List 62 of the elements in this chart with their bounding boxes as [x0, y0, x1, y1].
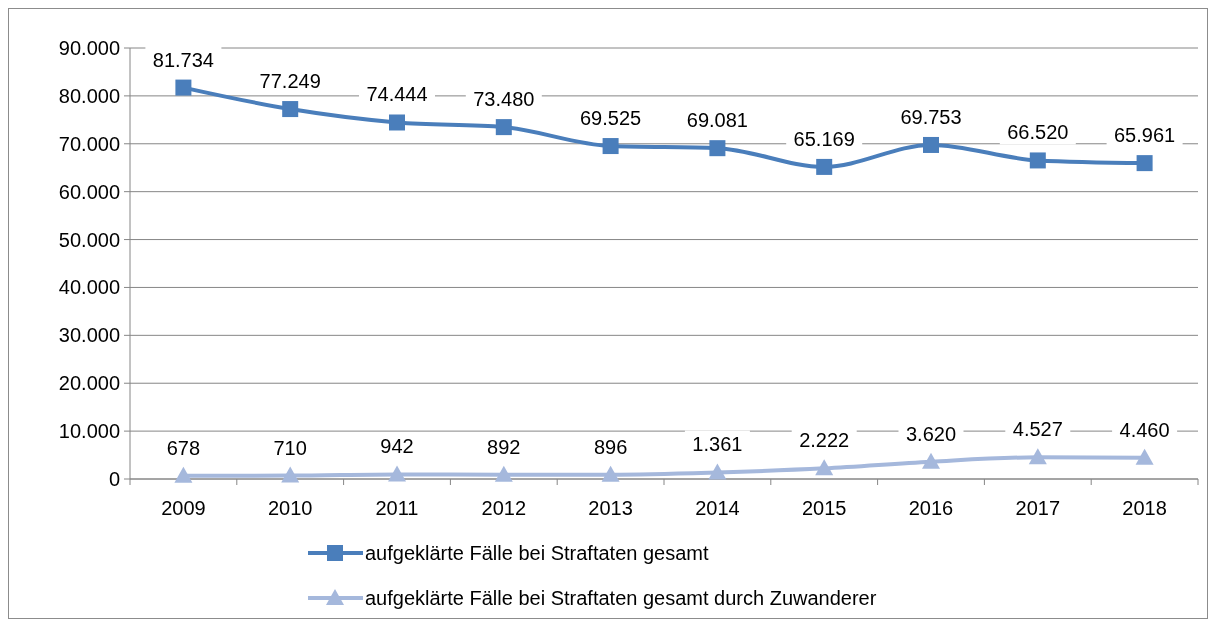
- x-tick-label: 2010: [267, 497, 313, 519]
- data-label: 892: [487, 435, 521, 458]
- point: [494, 465, 513, 482]
- point: [389, 114, 405, 131]
- point: [175, 79, 192, 96]
- data-label: 4.527: [1012, 418, 1063, 441]
- point: [922, 452, 940, 469]
- point: [923, 136, 939, 153]
- y-tick-label: 80.000: [58, 84, 120, 107]
- y-tick-label: 30.000: [58, 324, 120, 347]
- x-tick-label: 2017: [1015, 497, 1061, 519]
- data-label: 3.620: [905, 422, 957, 445]
- y-tick-label: 20.000: [58, 372, 120, 395]
- point: [1135, 448, 1154, 465]
- legend-label: aufgeklärte Fälle bei Straftaten gesamt durch Zuwanderer: [365, 587, 877, 609]
- data-label: 1.361: [692, 433, 743, 456]
- point: [174, 466, 193, 483]
- data-label: 65.169: [793, 127, 855, 150]
- legend-label: aufgeklärte Fälle bei Straftaten gesamt: [365, 542, 709, 564]
- x-tick-label: 2018: [1122, 497, 1167, 519]
- x-tick-label: 2014: [695, 497, 740, 519]
- y-tick-label: 40.000: [58, 276, 120, 299]
- point: [601, 465, 620, 482]
- data-label: 81.734: [152, 48, 214, 71]
- point: [602, 138, 619, 155]
- data-label: 710: [273, 436, 307, 459]
- x-tick-label: 2009: [161, 497, 206, 519]
- y-tick-label: 50.000: [58, 228, 120, 251]
- data-label: 942: [380, 435, 414, 458]
- point: [1028, 448, 1047, 465]
- point: [815, 459, 834, 476]
- point: [709, 140, 726, 157]
- x-tick-label: 2012: [481, 497, 527, 519]
- point: [1136, 155, 1153, 172]
- x-tick-label: 2016: [908, 497, 954, 519]
- x-tick-label: 2015: [801, 497, 847, 519]
- point: [495, 119, 512, 136]
- y-tick-label: 90.000: [58, 37, 120, 59]
- point: [282, 101, 299, 118]
- y-tick-label: 70.000: [58, 132, 120, 155]
- x-tick-label: 2011: [375, 497, 419, 519]
- data-label: 69.081: [686, 109, 748, 132]
- point: [816, 158, 833, 175]
- y-tick-label: 0: [108, 468, 120, 490]
- data-label: 69.525: [580, 107, 642, 130]
- point: [388, 465, 406, 482]
- data-label: 66.520: [1007, 121, 1069, 144]
- point: [281, 466, 300, 483]
- y-tick-label: 60.000: [58, 180, 120, 203]
- data-label: 73.480: [473, 88, 535, 111]
- data-label: 77.249: [259, 70, 321, 93]
- data-label: 2.222: [799, 429, 850, 452]
- data-label: 69.753: [900, 105, 962, 128]
- point: [1029, 152, 1046, 169]
- data-label: 4.460: [1119, 418, 1170, 441]
- point: [708, 463, 727, 480]
- data-label: 896: [593, 435, 628, 458]
- data-label: 678: [166, 436, 201, 459]
- y-tick-label: 10.000: [58, 420, 120, 443]
- x-tick-label: 2013: [588, 497, 633, 519]
- data-label: 65.961: [1114, 124, 1176, 147]
- data-label: 74.444: [366, 83, 428, 106]
